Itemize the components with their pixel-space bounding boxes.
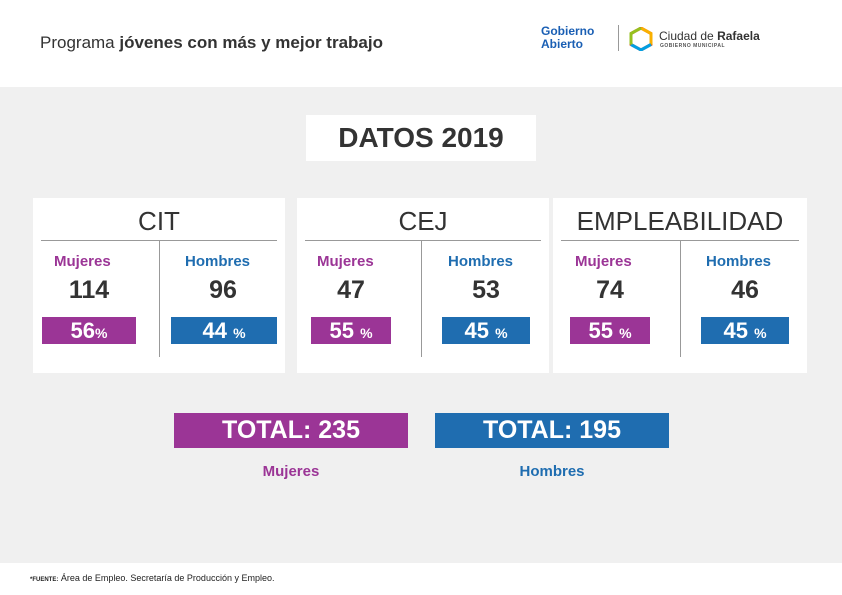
hombres-label: Hombres xyxy=(448,253,514,270)
hombres-pct: 44 % xyxy=(171,317,277,344)
mujeres-label: Mujeres xyxy=(54,253,111,270)
hombres-pct-value: 45 xyxy=(723,318,748,343)
card-divider xyxy=(680,241,681,357)
total-mujeres: TOTAL: 235 xyxy=(174,413,408,448)
mujeres-label: Mujeres xyxy=(317,253,374,270)
mujeres-pct-value: 55 xyxy=(329,318,354,343)
logo-city-sub: GOBIERNO MUNICIPAL xyxy=(660,43,726,49)
gobierno-abierto-logo: Gobierno Abierto xyxy=(541,25,594,51)
mujeres-label: Mujeres xyxy=(575,253,632,270)
card-title: CIT xyxy=(138,206,180,236)
card-title: EMPLEABILIDAD xyxy=(576,206,784,236)
card-rule xyxy=(305,240,541,241)
hombres-label: Hombres xyxy=(185,253,251,270)
hombres-label: Hombres xyxy=(706,253,772,270)
total-hombres: TOTAL: 195 xyxy=(435,413,669,448)
mujeres-pct: 55 % xyxy=(570,317,650,344)
logo-gobierno-line2: Abierto xyxy=(541,37,583,51)
card-divider xyxy=(421,241,422,357)
card-empleabilidad: EMPLEABILIDAD Mujeres Hombres 74 46 55 %… xyxy=(553,198,807,373)
logo-divider xyxy=(618,25,619,51)
page-title: Programa jóvenes con más y mejor trabajo xyxy=(40,33,383,53)
pct-unit: % xyxy=(233,325,246,341)
card-rule xyxy=(41,240,277,241)
hombres-count: 46 xyxy=(731,276,759,304)
footer-text: Área de Empleo. Secretaría de Producción… xyxy=(60,573,275,583)
hombres-count: 96 xyxy=(209,276,237,304)
rafaela-hexagon-icon xyxy=(629,27,653,51)
card-title: CEJ xyxy=(398,206,448,236)
hombres-pct-value: 44 xyxy=(202,318,227,343)
mujeres-count: 47 xyxy=(337,276,365,304)
pct-unit: % xyxy=(754,325,767,341)
card-divider xyxy=(159,241,160,357)
hombres-pct: 45 % xyxy=(701,317,789,344)
hombres-pct-value: 45 xyxy=(464,318,489,343)
mujeres-count: 74 xyxy=(596,276,624,304)
card-cej: CEJ Mujeres Hombres 47 53 55 % 45 % xyxy=(297,198,549,373)
logo-city-bold: Rafaela xyxy=(717,29,760,43)
source-footer: *FUENTE: Área de Empleo. Secretaría de P… xyxy=(30,573,274,583)
mujeres-pct: 55 % xyxy=(311,317,391,344)
logo-city-prefix: Ciudad de xyxy=(659,29,714,43)
mujeres-pct-value: 55 xyxy=(588,318,613,343)
card-cit: CIT Mujeres Hombres 114 96 56% 44 % xyxy=(33,198,285,373)
total-mujeres-label: Mujeres xyxy=(262,463,320,480)
mujeres-pct-value: 56 xyxy=(70,318,96,343)
hombres-pct: 45 % xyxy=(442,317,530,344)
mujeres-count: 114 xyxy=(68,276,110,304)
mujeres-pct: 56% xyxy=(42,317,136,344)
datos-title: DATOS 2019 xyxy=(306,115,536,161)
ciudad-rafaela-logo: Ciudad de Rafaela xyxy=(659,29,760,43)
card-rule xyxy=(561,240,799,241)
title-bold: jóvenes con más y mejor trabajo xyxy=(119,33,383,52)
pct-unit: % xyxy=(360,325,373,341)
hombres-count: 53 xyxy=(472,276,500,304)
footer-prefix: *FUENTE: xyxy=(30,577,59,583)
header: Programa jóvenes con más y mejor trabajo… xyxy=(0,0,842,87)
pct-unit: % xyxy=(95,325,108,341)
pct-unit: % xyxy=(619,325,632,341)
logo-gobierno-line1: Gobierno xyxy=(541,24,595,38)
title-prefix: Programa xyxy=(40,33,115,52)
total-hombres-label: Hombres xyxy=(519,463,585,480)
pct-unit: % xyxy=(495,325,508,341)
